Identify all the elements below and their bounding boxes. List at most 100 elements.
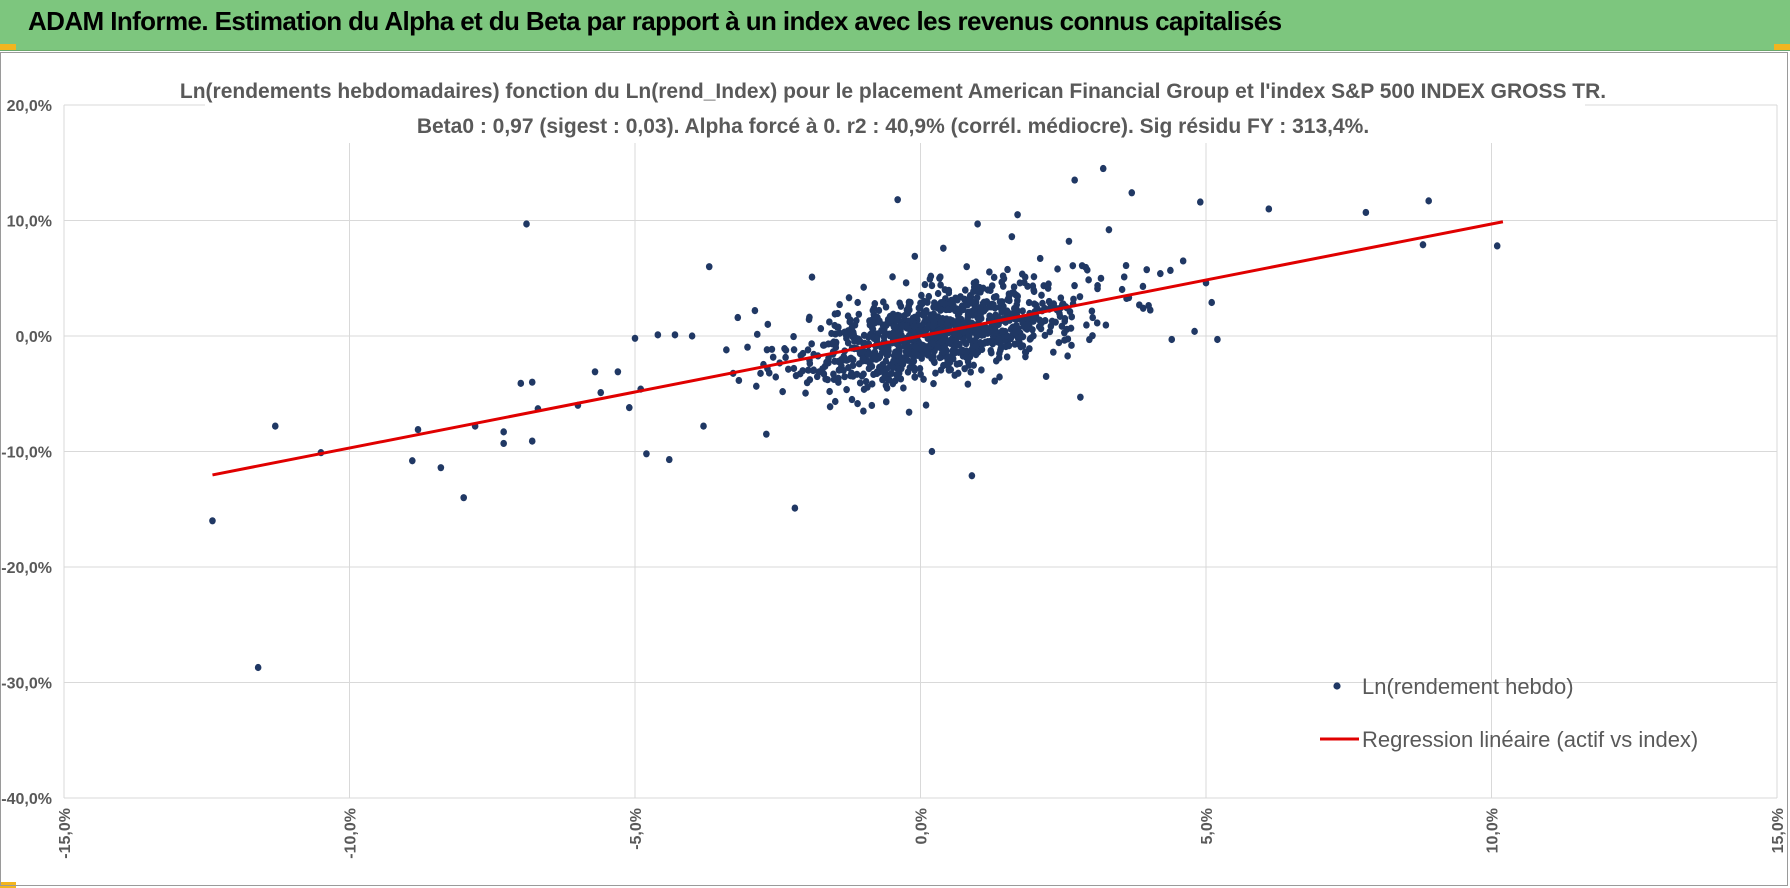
data-point: [1011, 290, 1019, 299]
data-point: [861, 339, 868, 347]
data-point: [1025, 298, 1033, 307]
data-point: [986, 268, 993, 276]
data-point: [864, 350, 872, 358]
data-point: [765, 369, 773, 377]
data-point: [971, 336, 979, 345]
data-point: [888, 369, 895, 378]
data-point: [1265, 205, 1273, 213]
data-point: [1014, 339, 1022, 348]
data-point: [984, 337, 992, 346]
data-point: [1036, 317, 1044, 325]
data-point: [597, 388, 605, 397]
regression-line: [212, 220, 1504, 477]
data-point: [999, 272, 1007, 280]
data-point: [734, 313, 742, 322]
y-tick-label: -30,0%: [1, 676, 52, 693]
data-point: [940, 336, 947, 344]
data-point: [1191, 327, 1198, 335]
data-point: [975, 329, 982, 337]
data-point: [928, 314, 935, 322]
data-point: [753, 330, 761, 338]
data-point: [964, 357, 972, 366]
data-point: [817, 325, 825, 333]
data-point: [992, 293, 1000, 301]
data-point: [934, 343, 941, 351]
data-point: [1065, 237, 1073, 245]
data-point: [1118, 285, 1126, 294]
data-point: [1023, 325, 1031, 333]
data-point: [1167, 266, 1174, 275]
data-point: [869, 316, 876, 324]
data-point: [1050, 300, 1058, 308]
data-point: [882, 357, 890, 365]
data-point: [1010, 283, 1018, 291]
data-point: [1027, 334, 1035, 342]
data-point: [763, 430, 770, 438]
data-point: [1097, 274, 1105, 282]
data-point: [1122, 261, 1130, 270]
data-point: [873, 335, 881, 343]
report-title: ADAM Informe. Estimation du Alpha et du …: [28, 6, 1282, 36]
data-point: [984, 286, 992, 294]
corner-marker-left: [0, 44, 16, 50]
data-point: [882, 303, 890, 311]
data-point: [936, 354, 944, 362]
data-point: [896, 299, 903, 307]
y-tick-label: 10,0%: [7, 214, 52, 231]
chart-subtitle: Beta0 : 0,97 (sigest : 0,03). Alpha forc…: [417, 115, 1369, 138]
data-point: [840, 356, 848, 364]
data-point: [1076, 293, 1084, 301]
data-point: [854, 400, 861, 408]
data-point: [998, 308, 1005, 316]
data-point: [855, 360, 863, 368]
data-point: [996, 349, 1003, 358]
data-point: [899, 360, 907, 368]
data-point: [1038, 291, 1045, 299]
data-point: [967, 368, 975, 376]
data-point: [855, 310, 863, 318]
data-point: [894, 347, 901, 355]
data-point: [1094, 282, 1101, 290]
data-point: [1041, 317, 1049, 325]
data-point: [970, 287, 977, 296]
data-point: [920, 375, 927, 383]
data-point: [792, 372, 800, 380]
legend-label-points: Ln(rendement hebdo): [1362, 674, 1574, 699]
data-point: [843, 386, 850, 394]
data-point: [844, 339, 852, 347]
data-point: [937, 318, 945, 326]
data-point: [1058, 322, 1066, 330]
data-point: [920, 311, 927, 319]
data-point: [963, 263, 970, 271]
data-point: [1083, 266, 1091, 274]
data-point: [803, 379, 811, 387]
data-point: [851, 321, 859, 329]
data-point: [802, 389, 809, 397]
data-point: [996, 373, 1003, 381]
data-point: [973, 294, 981, 302]
legend-label-regression: Regression linéaire (actif vs index): [1362, 727, 1698, 752]
data-point: [779, 388, 786, 396]
data-point: [905, 408, 913, 416]
data-point: [819, 341, 827, 349]
data-point: [254, 663, 262, 672]
data-point: [764, 320, 772, 328]
data-point: [928, 447, 936, 456]
data-point: [998, 278, 1006, 286]
data-point: [1168, 335, 1176, 344]
data-point: [500, 428, 507, 436]
data-point: [990, 301, 997, 309]
data-point: [1012, 329, 1019, 337]
data-point: [904, 309, 911, 317]
data-point: [992, 357, 1000, 365]
legend-marker-points: [1333, 682, 1341, 690]
data-point: [834, 357, 842, 366]
data-point: [809, 366, 817, 375]
data-point: [790, 346, 798, 354]
data-point: [894, 374, 902, 382]
data-point: [1004, 265, 1011, 274]
data-point: [1143, 266, 1151, 274]
data-point: [899, 321, 907, 330]
data-point: [1014, 211, 1021, 219]
data-point: [805, 366, 812, 374]
